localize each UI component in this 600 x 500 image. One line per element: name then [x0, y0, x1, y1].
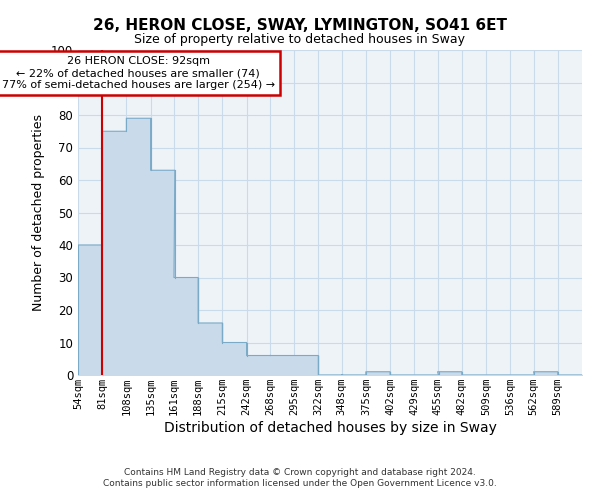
- Text: Size of property relative to detached houses in Sway: Size of property relative to detached ho…: [134, 32, 466, 46]
- Text: 26, HERON CLOSE, SWAY, LYMINGTON, SO41 6ET: 26, HERON CLOSE, SWAY, LYMINGTON, SO41 6…: [93, 18, 507, 32]
- Text: Contains HM Land Registry data © Crown copyright and database right 2024.
Contai: Contains HM Land Registry data © Crown c…: [103, 468, 497, 487]
- Y-axis label: Number of detached properties: Number of detached properties: [32, 114, 46, 311]
- Text: 26 HERON CLOSE: 92sqm
← 22% of detached houses are smaller (74)
77% of semi-deta: 26 HERON CLOSE: 92sqm ← 22% of detached …: [2, 56, 275, 90]
- X-axis label: Distribution of detached houses by size in Sway: Distribution of detached houses by size …: [164, 421, 496, 435]
